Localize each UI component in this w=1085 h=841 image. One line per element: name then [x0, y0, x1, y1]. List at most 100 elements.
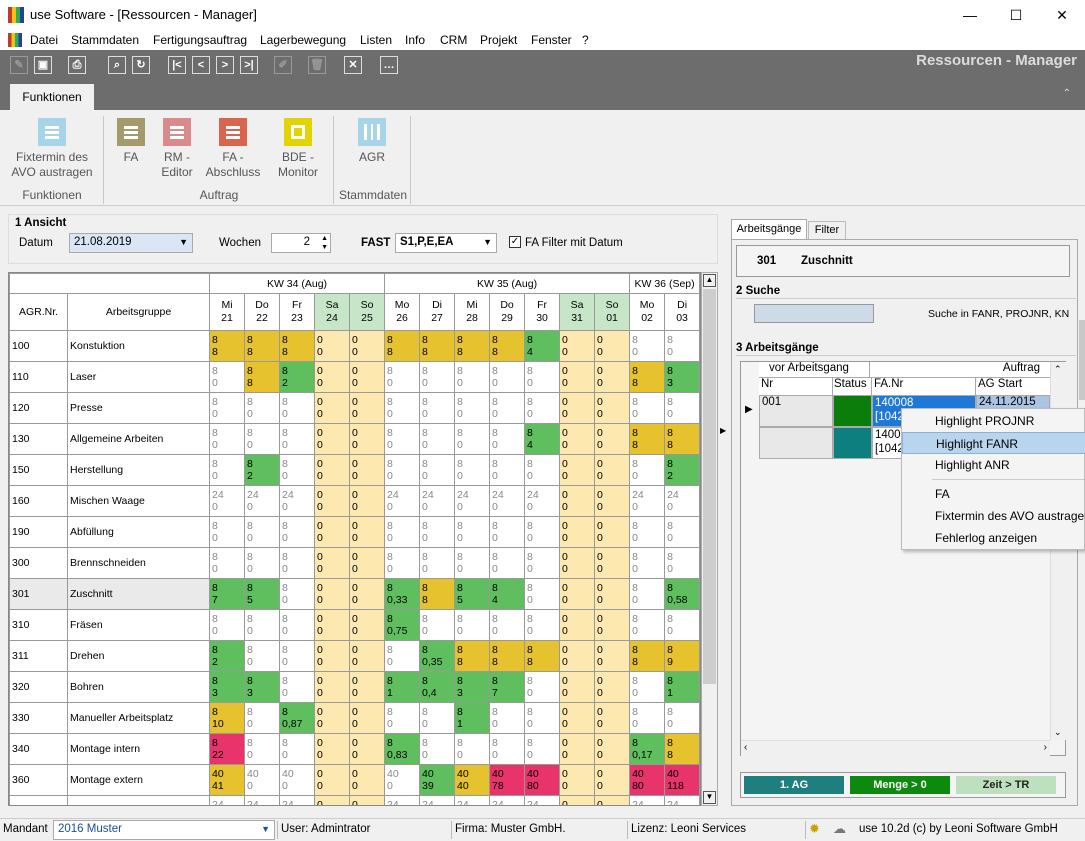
capacity-cell[interactable]: 40 0: [279, 764, 315, 796]
next-record-icon[interactable]: >: [216, 56, 234, 74]
search-input[interactable]: [754, 304, 874, 323]
capacity-cell[interactable]: 240: [384, 795, 421, 805]
refresh-icon[interactable]: ↻: [132, 56, 150, 74]
capacity-cell[interactable]: 40 0: [384, 764, 421, 796]
capacity-cell[interactable]: 240: [244, 795, 280, 805]
capacity-cell[interactable]: 240: [664, 795, 700, 805]
capacity-cell[interactable]: 8 0,58: [664, 578, 700, 610]
scroll-thumb[interactable]: [703, 289, 716, 684]
menu-help[interactable]: ?: [582, 33, 589, 47]
fa-abschluss-button[interactable]: FA - Abschluss: [204, 118, 262, 180]
tab-arbeitsgaenge[interactable]: Arbeitsgänge: [731, 219, 807, 239]
menu-highlight-projnr[interactable]: Highlight PROJNR: [935, 414, 1035, 428]
ag-hscroll[interactable]: ‹ ›: [741, 740, 1050, 756]
menu-datei[interactable]: Datei: [30, 33, 59, 47]
table-row[interactable]: 340 Montage intern 8 22 8 0 8 0 0 0 0 0 8 0,83 8 0 8 0 8 0 8…: [9, 733, 700, 765]
datum-picker[interactable]: 21.08.2019 ▼: [69, 233, 193, 253]
menu-highlight-fanr[interactable]: Highlight FANR: [902, 432, 1085, 454]
search-icon[interactable]: ⌕: [108, 56, 126, 74]
capacity-cell[interactable]: 00: [594, 795, 631, 805]
capacity-cell[interactable]: 8 0,4: [419, 671, 456, 703]
capacity-cell[interactable]: 40 41: [209, 764, 245, 796]
capacity-cell[interactable]: 8 0,33: [384, 578, 421, 610]
menu-fa[interactable]: FA: [935, 487, 950, 501]
capacity-cell[interactable]: 8 0,83: [384, 733, 421, 765]
pencil-icon[interactable]: ✐: [274, 56, 292, 74]
tab-funktionen[interactable]: Funktionen: [10, 84, 94, 110]
edit-icon[interactable]: ✎: [10, 56, 28, 74]
chevron-up-icon[interactable]: ⌃: [1054, 364, 1062, 374]
chevron-down-icon[interactable]: ⌄: [1054, 727, 1062, 737]
menu-info[interactable]: Info: [405, 33, 426, 47]
sun-icon[interactable]: ✹: [809, 821, 820, 836]
table-row[interactable]: 330 Manueller Arbeitsplatz 8 10 8 0 8 0,87 0 0 0 0 8…: [9, 702, 700, 734]
capacity-cell[interactable]: 240: [419, 795, 456, 805]
fa-filter-checkbox[interactable]: ✓: [509, 236, 521, 248]
capacity-cell[interactable]: 40 39: [419, 764, 456, 796]
